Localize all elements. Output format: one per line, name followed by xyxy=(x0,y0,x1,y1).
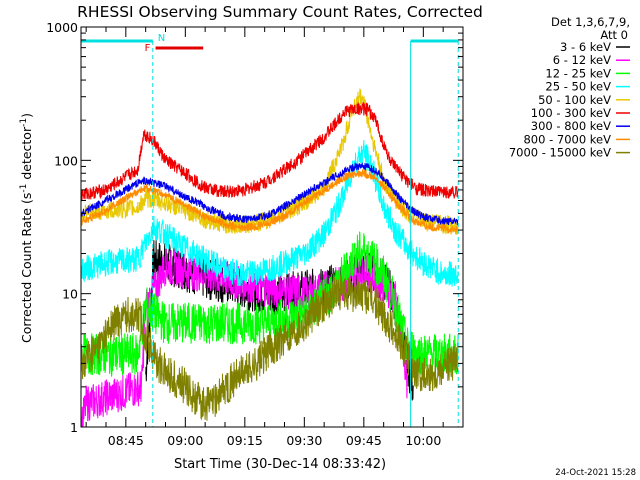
series-line-6 xyxy=(80,162,459,226)
legend-header-line2: Att 0 xyxy=(600,28,628,42)
timestamp: 24-Oct-2021 15:28 xyxy=(555,468,636,478)
y-axis-label-main: Corrected Count Rate (s xyxy=(19,193,34,343)
y-axis-label: Corrected Count Rate (s-1 detector-1) xyxy=(19,113,34,343)
x-tick-label: 08:45 xyxy=(108,433,144,448)
y-axis-label-end: ) xyxy=(19,113,34,118)
y-tick-label: 1000 xyxy=(46,20,78,35)
axes-frame xyxy=(80,26,464,428)
legend-label-7: 800 - 7000 keV xyxy=(523,132,611,146)
series-line-8 xyxy=(80,274,459,421)
legend-label-6: 300 - 800 keV xyxy=(531,119,611,133)
x-tick-label: 09:00 xyxy=(167,433,203,448)
legend-label-2: 12 - 25 keV xyxy=(545,66,611,80)
x-tick-label: 10:00 xyxy=(405,433,441,448)
y-axis-label-sup2: -1 xyxy=(19,118,29,127)
night-flag-label: N xyxy=(158,33,165,44)
flare-flag-label: F xyxy=(145,43,151,54)
y-axis-label-sup1: -1 xyxy=(19,184,29,193)
chart-title: RHESSI Observing Summary Count Rates, Co… xyxy=(77,3,483,21)
legend-label-5: 100 - 300 keV xyxy=(531,106,611,120)
x-axis-label: Start Time (30-Dec-14 08:33:42) xyxy=(174,457,386,472)
legend-label-4: 50 - 100 keV xyxy=(538,93,611,107)
legend-header-line1: Det 1,3,6,7,9, xyxy=(551,15,630,29)
x-tick-label: 09:15 xyxy=(227,433,263,448)
x-tick-label: 09:30 xyxy=(286,433,322,448)
legend-label-3: 25 - 50 keV xyxy=(545,80,611,94)
y-tick-label: 1 xyxy=(70,420,78,435)
series-line-5 xyxy=(80,102,459,202)
y-tick-label: 10 xyxy=(62,287,78,302)
legend-label-1: 6 - 12 keV xyxy=(553,53,611,67)
legend-label-8: 7000 - 15000 keV xyxy=(509,146,611,160)
series-line-7 xyxy=(80,169,459,235)
series-line-3 xyxy=(80,140,459,287)
y-tick-label: 100 xyxy=(54,153,78,168)
y-axis-label-mid: detector xyxy=(19,126,34,184)
x-tick-label: 09:45 xyxy=(346,433,382,448)
legend-label-0: 3 - 6 keV xyxy=(560,40,611,54)
